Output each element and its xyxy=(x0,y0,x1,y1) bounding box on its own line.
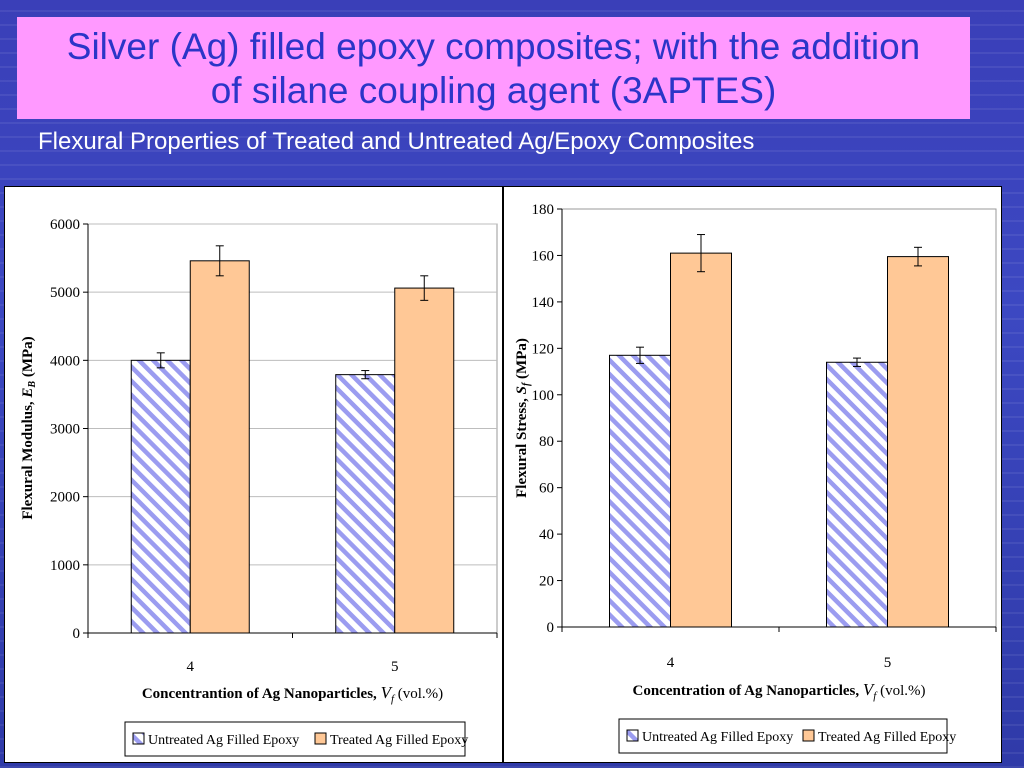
y-tick-label: 120 xyxy=(532,341,555,357)
y-axis-label: Flexural Modulus, EB (MPa) xyxy=(20,336,38,519)
y-axis-label-main: Flexural Stress, xyxy=(514,394,530,497)
x-axis-label: Concentrantion of Ag Nanoparticles, Vf (… xyxy=(142,683,443,705)
flexural-stress-chart: 4 5 0 20 40 60 80 100 120 140 160 180 Flexural Stres… xyxy=(514,202,997,754)
y-tick-label: 2000 xyxy=(50,490,80,506)
bar-treated xyxy=(887,256,949,628)
x-axis-label-symbol: V xyxy=(863,680,876,699)
y-axis-label-symbol: S xyxy=(514,386,530,394)
y-tick-label: 4000 xyxy=(50,353,80,369)
y-tick-label: 5000 xyxy=(50,285,80,301)
y-axis-label-subscript: f xyxy=(521,381,532,386)
slide-title-box: Silver (Ag) filled epoxy composites; wit… xyxy=(17,17,970,119)
legend-label-untreated: Untreated Ag Filled Epoxy xyxy=(148,733,299,748)
x-axis-label: Concentration of Ag Nanoparticles, Vf (v… xyxy=(632,680,925,702)
y-tick-label: 160 xyxy=(532,248,555,264)
x-axis-label-subscript: f xyxy=(391,693,396,705)
x-axis-label-main: Concentrantion of Ag Nanoparticles, xyxy=(142,686,381,702)
slide-subtitle: Flexural Properties of Treated and Untre… xyxy=(38,128,755,155)
y-tick-label: 1000 xyxy=(50,558,80,574)
legend-swatch-treated xyxy=(314,732,327,745)
flexural-stress-chart-panel: 4 5 0 20 40 60 80 100 120 140 160 180 Flexural Stres… xyxy=(503,186,1002,763)
bar-untreated xyxy=(609,354,671,628)
bar-treated xyxy=(394,287,455,634)
legend-box xyxy=(124,721,466,757)
y-tick-label: 0 xyxy=(73,626,81,642)
bar-untreated xyxy=(826,361,888,628)
y-tick-label: 40 xyxy=(539,527,554,543)
x-tick-label: 4 xyxy=(667,655,675,671)
y-tick-label: 6000 xyxy=(50,217,80,233)
legend-swatch-untreated xyxy=(626,729,639,742)
y-axis-label-symbol: E xyxy=(20,388,36,399)
y-tick-label: 80 xyxy=(539,434,554,450)
y-axis-label: Flexural Stress, Sf (MPa) xyxy=(514,338,532,498)
x-axis-label-main: Concentration of Ag Nanoparticles, xyxy=(632,683,862,699)
bar-treated xyxy=(189,260,250,634)
y-tick-label: 100 xyxy=(532,388,555,404)
y-tick-label: 3000 xyxy=(50,422,80,438)
x-axis-label-unit: (vol.%) xyxy=(876,683,925,699)
bar-untreated xyxy=(130,359,191,634)
y-tick-label: 20 xyxy=(539,574,554,590)
bar-untreated xyxy=(335,374,396,634)
x-tick-label: 4 xyxy=(187,659,195,675)
y-tick-label: 0 xyxy=(547,620,555,636)
legend-label-untreated: Untreated Ag Filled Epoxy xyxy=(642,730,793,745)
legend-swatch-treated xyxy=(802,729,815,742)
y-axis-label-unit: (MPa) xyxy=(514,338,530,383)
y-tick-label: 140 xyxy=(532,295,555,311)
x-axis-label-unit: (vol.%) xyxy=(394,686,443,702)
x-axis-label-symbol: V xyxy=(381,683,394,702)
y-axis-label-unit: (MPa) xyxy=(20,336,36,381)
y-tick-label: 180 xyxy=(532,202,555,218)
flexural-modulus-chart-panel: 4 5 0 1000 2000 3000 4000 5000 6000 Flexural Modu… xyxy=(4,186,503,763)
y-tick-label: 60 xyxy=(539,481,554,497)
x-axis-label-subscript: f xyxy=(873,690,878,702)
y-axis-label-subscript: B xyxy=(27,381,38,389)
bar-treated xyxy=(670,252,732,628)
slide-title-line-2: of silane coupling agent (3APTES) xyxy=(210,70,777,111)
legend-swatch-untreated xyxy=(132,732,145,745)
legend-label-treated: Treated Ag Filled Epoxy xyxy=(818,730,956,745)
legend-box xyxy=(618,718,948,754)
flexural-modulus-chart: 4 5 0 1000 2000 3000 4000 5000 6000 Flexural Modu… xyxy=(20,217,498,757)
legend-label-treated: Treated Ag Filled Epoxy xyxy=(330,733,468,748)
y-axis-label-main: Flexural Modulus, xyxy=(20,398,36,520)
x-tick-label: 5 xyxy=(391,659,399,675)
slide-title-line-1: Silver (Ag) filled epoxy composites; wit… xyxy=(66,26,921,67)
x-tick-label: 5 xyxy=(884,655,892,671)
